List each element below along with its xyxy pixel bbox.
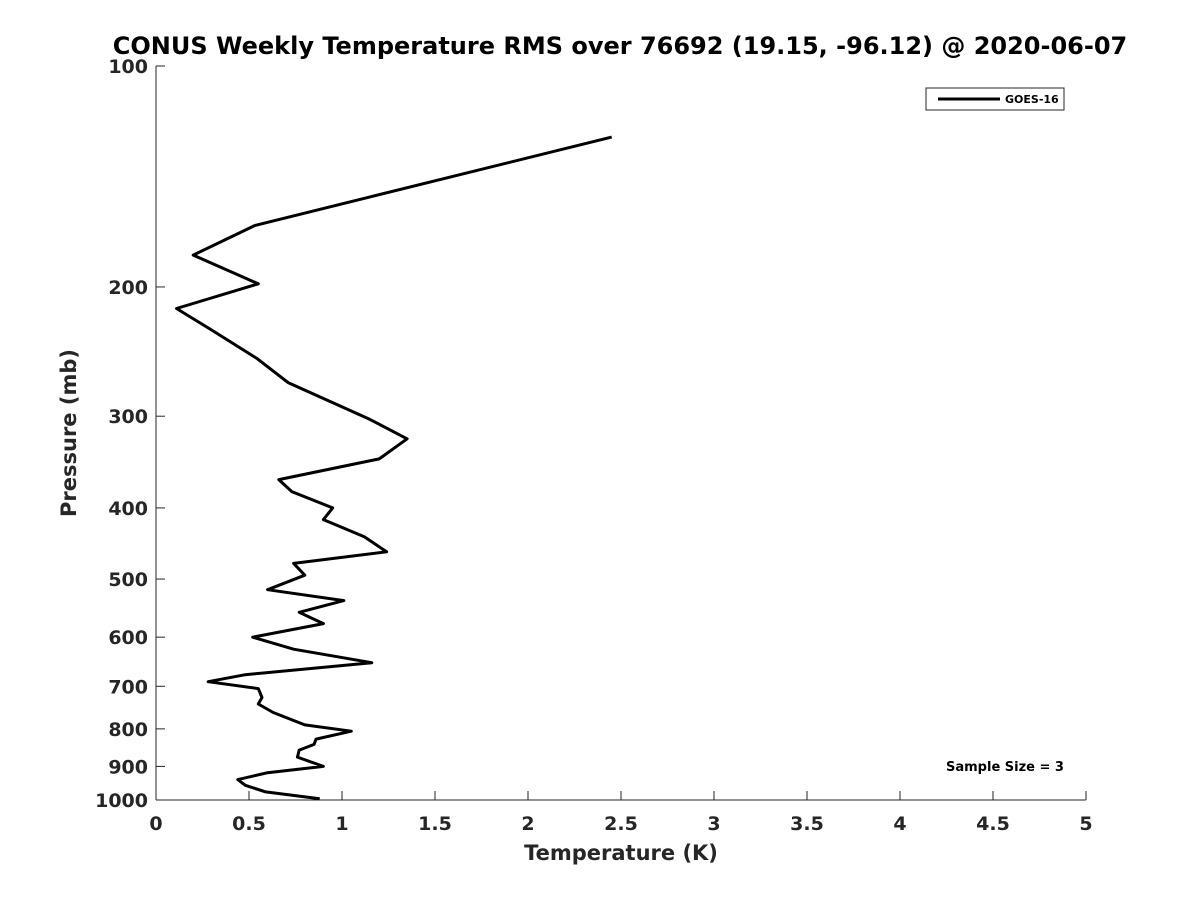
sample-size-annotation: Sample Size = 3 xyxy=(946,760,1064,775)
y-tick-label: 1000 xyxy=(95,790,148,812)
y-tick-label: 100 xyxy=(108,56,148,78)
x-tick-label: 5 xyxy=(1079,813,1092,835)
x-tick-label: 3 xyxy=(707,813,720,835)
y-tick-label: 400 xyxy=(108,498,148,520)
y-tick-label: 700 xyxy=(108,676,148,698)
y-tick-label: 900 xyxy=(108,756,148,778)
y-axis-label: Pressure (mb) xyxy=(57,349,81,517)
legend-label: GOES-16 xyxy=(1005,93,1059,106)
x-tick-label: 4 xyxy=(893,813,906,835)
y-tick-label: 200 xyxy=(108,277,148,299)
x-tick-label: 3.5 xyxy=(790,813,824,835)
x-ticks: 0 0.5 1 1.5 2 2.5 3 3.5 4 4.5 5 xyxy=(149,791,1093,835)
y-tick-label: 800 xyxy=(108,719,148,741)
x-tick-label: 2 xyxy=(521,813,534,835)
x-tick-label: 4.5 xyxy=(976,813,1010,835)
y-tick-label: 500 xyxy=(108,569,148,591)
y-tick-label: 300 xyxy=(108,406,148,428)
legend: GOES-16 xyxy=(925,87,1065,111)
x-tick-label: 0.5 xyxy=(232,813,266,835)
x-tick-label: 1.5 xyxy=(418,813,452,835)
x-tick-label: 2.5 xyxy=(604,813,638,835)
y-ticks: 100 200 300 400 500 600 700 800 900 1000 xyxy=(95,56,165,812)
series-line-goes-16 xyxy=(175,135,613,801)
x-axis-label: Temperature (K) xyxy=(524,841,718,865)
y-tick-label: 600 xyxy=(108,627,148,649)
chart-title: CONUS Weekly Temperature RMS over 76692 … xyxy=(113,32,1127,60)
x-tick-label: 0 xyxy=(149,813,162,835)
series-layer xyxy=(175,135,613,801)
x-tick-label: 1 xyxy=(335,813,348,835)
